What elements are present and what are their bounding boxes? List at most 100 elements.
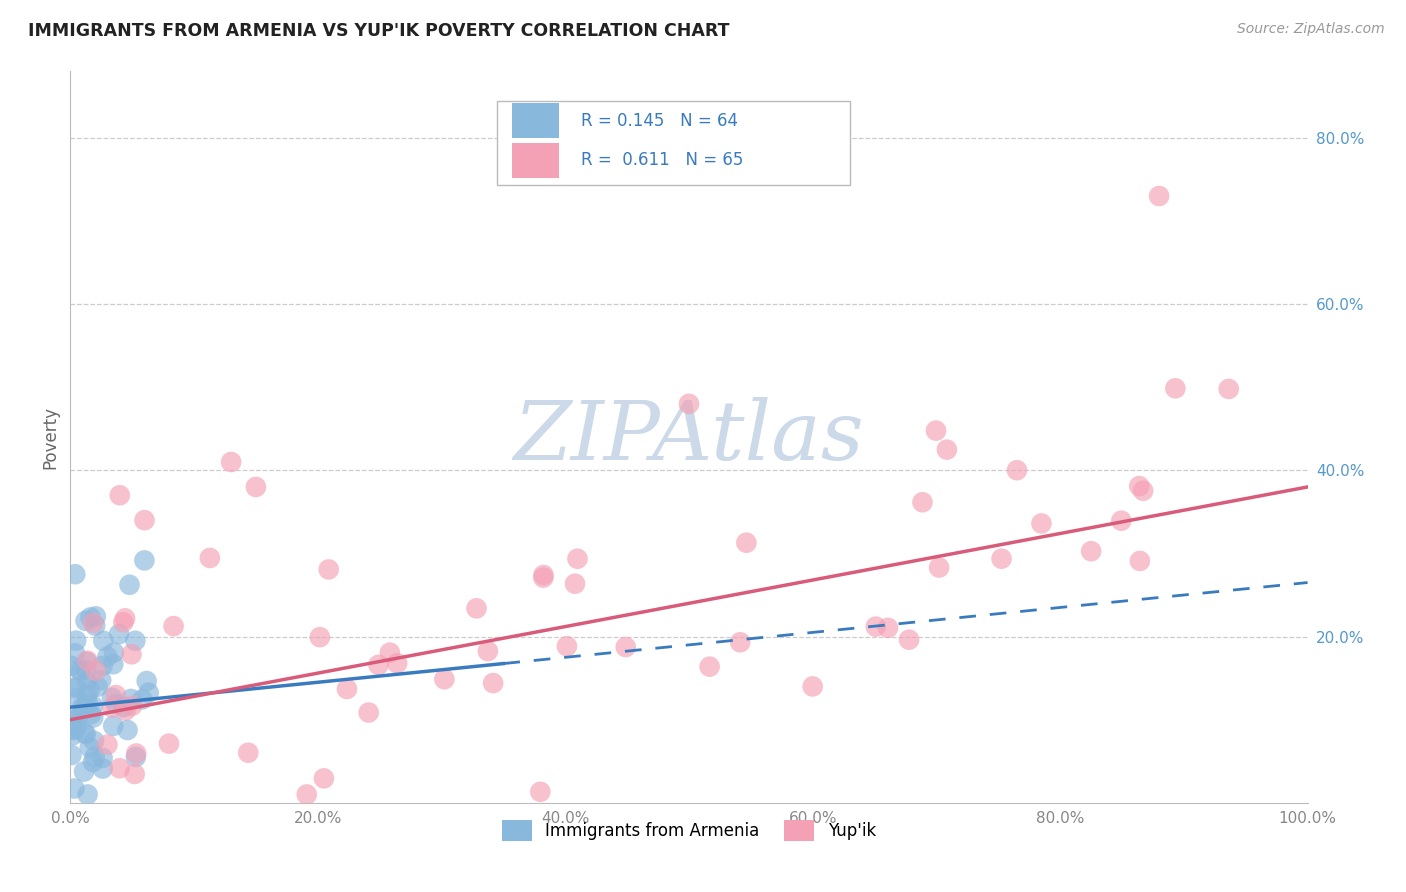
Point xyxy=(60,713,83,727)
Point xyxy=(65,633,87,648)
Point xyxy=(219,455,242,469)
Point xyxy=(72,699,94,714)
Point xyxy=(1147,189,1170,203)
Point xyxy=(336,681,359,696)
Text: R = 0.145   N = 64: R = 0.145 N = 64 xyxy=(581,112,738,130)
Point xyxy=(121,648,143,662)
Point xyxy=(75,727,97,741)
Point xyxy=(990,551,1012,566)
Point xyxy=(564,576,586,591)
Point xyxy=(121,698,143,713)
Point xyxy=(125,747,148,761)
Point xyxy=(79,610,101,624)
Point xyxy=(84,664,107,678)
Point xyxy=(134,513,156,527)
Bar xyxy=(512,143,560,178)
Point xyxy=(60,659,83,673)
Point xyxy=(76,655,98,669)
Point xyxy=(69,663,91,677)
Point xyxy=(198,550,221,565)
Point xyxy=(1128,479,1150,493)
Point xyxy=(114,611,136,625)
Point xyxy=(82,710,104,724)
Point xyxy=(367,657,389,672)
Point xyxy=(477,644,499,658)
Point xyxy=(124,767,146,781)
Point xyxy=(63,681,86,695)
Point xyxy=(66,711,89,725)
Point xyxy=(120,692,142,706)
Bar xyxy=(512,103,560,138)
Point xyxy=(124,633,146,648)
Point xyxy=(138,686,160,700)
Point xyxy=(76,674,98,689)
Point xyxy=(1080,544,1102,558)
Point xyxy=(60,723,83,737)
Point xyxy=(76,788,98,802)
Point xyxy=(699,659,721,673)
Point xyxy=(63,781,86,796)
Point xyxy=(101,700,124,714)
Point xyxy=(1111,514,1133,528)
Point xyxy=(678,397,700,411)
Point xyxy=(465,601,488,615)
Point xyxy=(1031,516,1053,531)
Point xyxy=(157,737,180,751)
Point xyxy=(75,614,97,628)
Point xyxy=(82,755,104,769)
Point xyxy=(114,703,136,717)
Point xyxy=(91,751,114,765)
Point xyxy=(112,615,135,630)
Point xyxy=(877,621,900,635)
Point xyxy=(378,646,401,660)
Point xyxy=(108,627,131,641)
Point xyxy=(801,680,824,694)
Point xyxy=(91,762,114,776)
FancyBboxPatch shape xyxy=(498,101,849,185)
Point xyxy=(101,690,124,705)
Point xyxy=(318,562,340,576)
Point xyxy=(96,738,118,752)
Point xyxy=(63,646,86,660)
Point xyxy=(118,578,141,592)
Point xyxy=(728,635,751,649)
Point xyxy=(91,659,114,673)
Point xyxy=(75,663,97,677)
Point xyxy=(108,488,131,502)
Text: R =  0.611   N = 65: R = 0.611 N = 65 xyxy=(581,152,744,169)
Point xyxy=(309,630,332,644)
Point xyxy=(134,553,156,567)
Point xyxy=(735,535,758,549)
Point xyxy=(135,674,157,689)
Point xyxy=(108,761,131,775)
Point xyxy=(1218,382,1240,396)
Point xyxy=(162,619,184,633)
Point xyxy=(65,567,87,582)
Point xyxy=(433,672,456,686)
Point xyxy=(83,734,105,748)
Point xyxy=(69,665,91,679)
Point xyxy=(357,706,380,720)
Point xyxy=(312,772,335,786)
Point xyxy=(935,442,957,457)
Point xyxy=(79,683,101,698)
Point xyxy=(898,632,921,647)
Point xyxy=(567,551,589,566)
Point xyxy=(80,707,103,722)
Point xyxy=(103,719,125,733)
Point xyxy=(63,713,86,727)
Point xyxy=(865,619,887,633)
Point xyxy=(482,676,505,690)
Text: ZIPAtlas: ZIPAtlas xyxy=(513,397,865,477)
Point xyxy=(529,785,551,799)
Point xyxy=(62,728,84,742)
Text: IMMIGRANTS FROM ARMENIA VS YUP'IK POVERTY CORRELATION CHART: IMMIGRANTS FROM ARMENIA VS YUP'IK POVERT… xyxy=(28,22,730,40)
Point xyxy=(79,740,101,755)
Point xyxy=(86,680,108,694)
Point xyxy=(245,480,267,494)
Point xyxy=(62,723,84,737)
Point xyxy=(76,688,98,702)
Point xyxy=(73,764,96,779)
Point xyxy=(125,750,148,764)
Point xyxy=(76,696,98,710)
